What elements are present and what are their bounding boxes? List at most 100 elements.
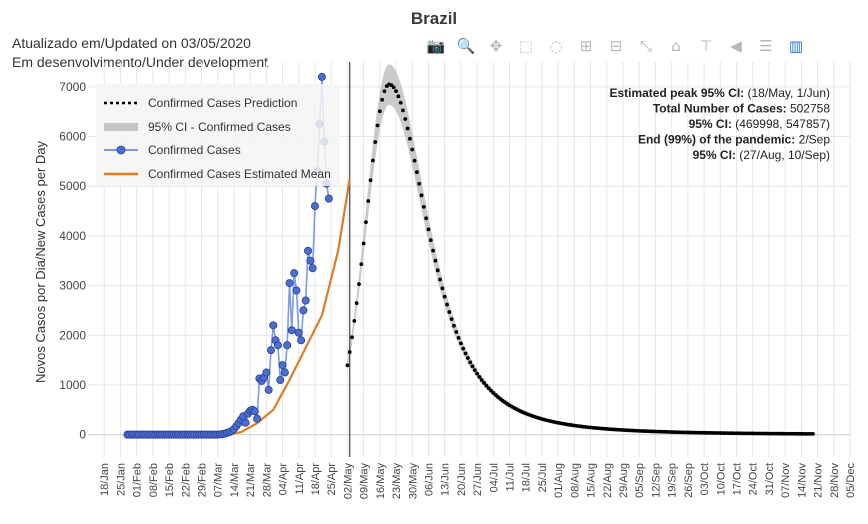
prediction-point (479, 378, 484, 382)
prediction-point (449, 317, 454, 321)
spike-lines-icon[interactable]: ⊤ (699, 37, 713, 55)
lasso-select-icon[interactable]: ◌ (549, 37, 563, 55)
confirmed-point (269, 321, 278, 330)
x-tick-label: 13/Jun (440, 463, 452, 496)
x-tick-label: 04/Jul (488, 463, 500, 492)
x-tick-label: 09/May (359, 463, 371, 500)
pan-icon[interactable]: ✥ (489, 37, 503, 55)
prediction-point (811, 432, 815, 436)
autoscale-icon[interactable]: ⤡ (639, 37, 652, 55)
x-tick-label: 01/Aug (553, 463, 565, 498)
prediction-point (396, 94, 401, 99)
confirmed-cases-series (123, 72, 333, 439)
prediction-point (389, 83, 394, 88)
development-text: Em desenvolvimento/Under development (12, 54, 268, 70)
confirmed-point (250, 407, 259, 416)
prediction-point (347, 350, 352, 354)
prediction-point (468, 360, 473, 365)
stat-label: 95% CI: (693, 148, 740, 162)
prediction-point (428, 238, 433, 243)
prediction-point (445, 302, 449, 307)
prediction-point (354, 301, 359, 306)
prediction-point (440, 286, 445, 291)
prediction-point (380, 97, 385, 102)
prediction-point (463, 351, 468, 356)
prediction-point (442, 294, 447, 299)
x-tick-label: 18/Jul (521, 463, 533, 492)
stat-value: (469998, 547857) (735, 117, 830, 131)
y-tick-label: 7000 (59, 80, 86, 94)
prediction-series (345, 82, 815, 436)
stat-value: (18/May, 1/Jun) (748, 86, 830, 100)
x-tick-label: 17/Oct (732, 463, 744, 495)
x-tick-label: 30/May (407, 463, 419, 500)
legend-box (96, 84, 340, 186)
prediction-point (398, 100, 403, 105)
updated-text: Atualizado em/Updated on 03/05/2020 (12, 35, 251, 51)
y-tick-label: 1000 (59, 378, 86, 392)
confirmed-point (264, 385, 273, 394)
x-tick-label: 24/Oct (748, 463, 760, 495)
prediction-point (417, 181, 422, 186)
x-tick-label: 18/Apr (310, 463, 322, 496)
legend[interactable]: Confirmed Cases Prediction 95% CI - Confi… (96, 84, 340, 186)
confirmed-point (290, 269, 299, 278)
ci-band-area (347, 64, 813, 435)
x-tick-label: 21/Nov (813, 463, 825, 498)
confirmed-point (292, 286, 301, 295)
reset-axes-icon[interactable]: ⌂ (671, 37, 681, 55)
prediction-point (377, 109, 382, 114)
x-axis: 18/Jan 25/Jan 01/Feb 08/Feb 15/Feb 22/Feb 29/F… (99, 463, 857, 500)
prediction-point (375, 123, 380, 128)
confirmed-point (285, 279, 294, 288)
x-tick-label: 04/Apr (278, 463, 290, 496)
x-tick-label: 19/Sep (667, 463, 679, 498)
stat-line: 95% CI: (27/Aug, 10/Sep) (693, 148, 830, 162)
x-tick-label: 08/Feb (148, 463, 160, 497)
y-tick-label: 2000 (59, 328, 86, 342)
x-tick-label: 20/Jun (456, 463, 468, 496)
x-tick-label: 25/Jan (115, 463, 127, 496)
x-tick-label: 01/Feb (132, 463, 144, 497)
zoom-in-icon[interactable]: ⊞ (579, 37, 593, 55)
confirmed-point (287, 326, 296, 335)
prediction-point (405, 126, 410, 131)
prediction-point (382, 89, 387, 94)
camera-icon[interactable]: 📷 (426, 37, 446, 55)
confirmed-point (276, 375, 285, 384)
prediction-point (484, 383, 489, 388)
confirmed-point (310, 202, 319, 211)
confirmed-point (299, 306, 308, 315)
x-tick-label: 21/Mar (245, 463, 257, 498)
stat-value: 502758 (790, 102, 830, 116)
x-tick-label: 07/Mar (213, 463, 225, 498)
y-tick-label: 6000 (59, 130, 86, 144)
prediction-point (403, 117, 408, 121)
x-tick-label: 08/Aug (569, 463, 581, 498)
modebar: 📷 🔍 ✥ ⬚ ◌ ⊞ ⊟ ⤡ ⌂ ⊤ ◀ ☰ ▥ (424, 34, 814, 58)
hover-closest-icon[interactable]: ◀ (730, 37, 742, 55)
hover-compare-icon[interactable]: ☰ (759, 37, 773, 55)
prediction-point (401, 108, 405, 113)
zoom-icon[interactable]: 🔍 (456, 37, 476, 55)
box-select-icon[interactable]: ⬚ (518, 37, 534, 55)
stat-label: Estimated peak 95% CI: (609, 86, 747, 100)
stat-label: Total Number of Cases: (653, 102, 790, 116)
prediction-point (412, 158, 417, 163)
x-tick-label: 15/Feb (164, 463, 176, 497)
confirmed-point (278, 361, 287, 370)
prediction-point (350, 335, 354, 340)
confirmed-point (301, 296, 310, 305)
zoom-out-icon[interactable]: ⊟ (609, 37, 623, 55)
x-tick-label: 25/Jul (537, 463, 549, 492)
prediction-point (433, 258, 438, 263)
plotly-logo-icon[interactable]: ▥ (788, 37, 804, 55)
confirmed-point (253, 414, 262, 423)
prediction-point (454, 330, 459, 334)
x-tick-label: 06/Jun (423, 463, 435, 496)
prediction-point (361, 241, 366, 246)
prediction-point (438, 277, 442, 282)
x-tick-label: 28/Mar (261, 463, 273, 498)
prediction-point (370, 158, 375, 163)
prediction-point (410, 147, 415, 152)
